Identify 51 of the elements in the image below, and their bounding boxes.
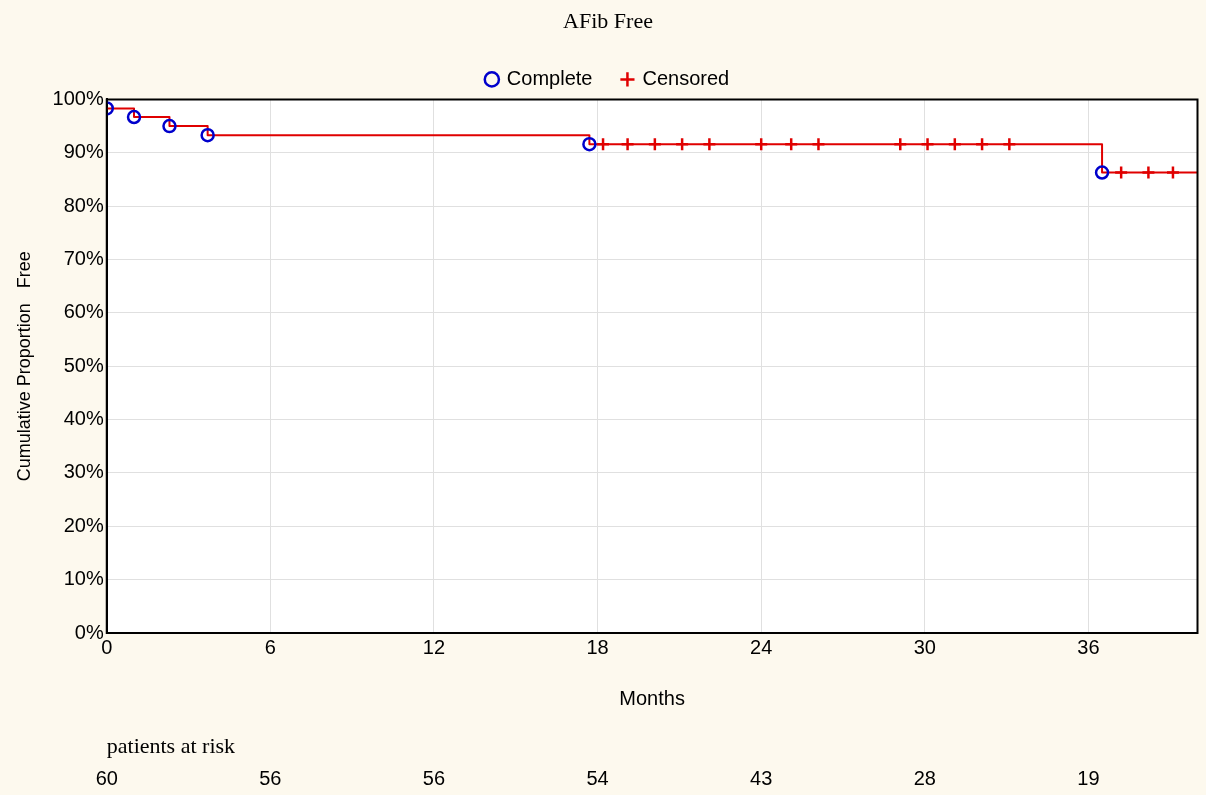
text: patients at risk <box>106 733 236 758</box>
text: 28 <box>913 767 936 789</box>
y-tick-label: 90% <box>63 140 104 163</box>
y-tick-label: 50% <box>63 353 104 376</box>
x-tick-label: 6 <box>264 635 276 658</box>
y-tick-label: 60% <box>63 300 104 323</box>
point <box>1002 136 1017 152</box>
x-axis-title: Months <box>619 686 685 709</box>
chart-title: AFib Free <box>563 7 653 33</box>
y-tick-label: 20% <box>63 513 104 536</box>
point <box>647 136 663 152</box>
point <box>893 136 908 152</box>
x-tick-label: 24 <box>750 635 773 658</box>
point <box>200 127 215 143</box>
point <box>783 136 799 152</box>
y-tick-label: 0% <box>74 620 104 643</box>
point <box>947 136 963 152</box>
y-tick-label: 40% <box>63 407 104 430</box>
point <box>811 136 826 152</box>
x-tick-label: 36 <box>1077 635 1100 658</box>
text: 43 <box>750 767 773 789</box>
point <box>702 136 717 152</box>
point <box>1113 165 1129 180</box>
point <box>126 109 142 125</box>
point <box>582 136 597 152</box>
y-tick-label: 70% <box>63 247 104 269</box>
point <box>620 136 635 152</box>
y-tick-label: 100% <box>52 86 104 109</box>
legend-label: Complete <box>506 66 593 89</box>
point <box>1165 165 1181 180</box>
x-tick-label: 30 <box>913 635 936 658</box>
point <box>1141 165 1156 180</box>
y-axis-title: Cumulative Proportion Free <box>13 251 34 482</box>
point <box>595 136 611 152</box>
point <box>974 136 990 152</box>
text: 54 <box>586 767 609 789</box>
text: 60 <box>95 767 118 789</box>
point <box>753 136 769 152</box>
y-tick-label: 10% <box>63 567 104 590</box>
point <box>162 118 177 134</box>
point <box>1094 165 1110 180</box>
text: 56 <box>259 767 282 789</box>
text: 19 <box>1077 767 1100 789</box>
legend-label: Censored <box>642 66 730 89</box>
y-tick-label: 80% <box>63 193 104 216</box>
point <box>674 136 690 152</box>
text: 56 <box>422 767 446 789</box>
x-tick-label: 18 <box>586 635 609 658</box>
y-tick-label: 30% <box>63 460 104 483</box>
point <box>920 136 935 152</box>
x-tick-label: 12 <box>422 635 446 658</box>
